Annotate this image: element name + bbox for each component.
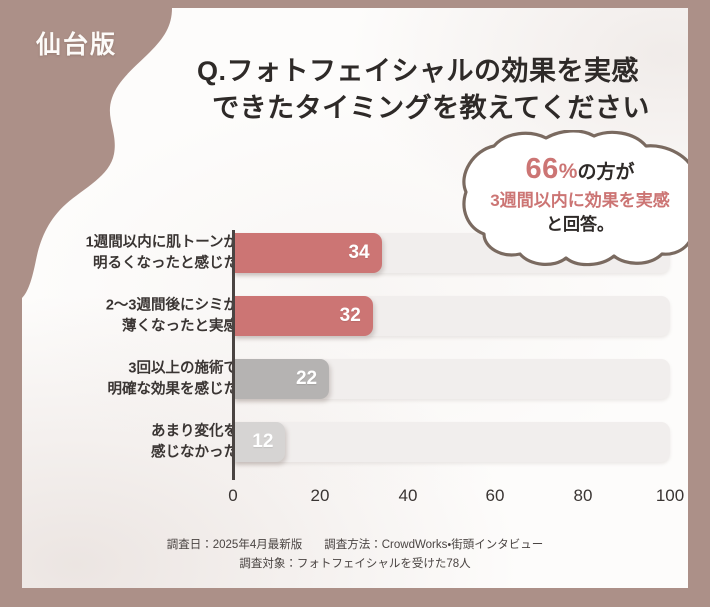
x-tick-4: 80 (573, 486, 593, 505)
poster-card: 仙台版 Q.フォトフェイシャルの効果を実感 できたタイミングを教えてください 6… (22, 8, 688, 588)
y-axis-line (232, 230, 235, 480)
title-line-1: Q.フォトフェイシャルの効果を実感 (196, 56, 639, 86)
bar-track-2: 22 (233, 359, 670, 399)
bar-value-0: 34 (348, 242, 370, 263)
title-line-2: できたタイミングを教えてください (212, 93, 650, 124)
x-axis-ticks: 0 20 40 60 80 100 (22, 486, 688, 512)
x-tick-2: 40 (398, 486, 418, 505)
bar-track-3: 12 (233, 422, 670, 462)
footer-line-1: 調査日：2025年4月最新版 調査方法：CrowdWorks・街頭インタビュー (22, 536, 688, 555)
table-row: 1週間以内に肌トーンが 明るくなったと感じた 34 (22, 226, 688, 280)
callout-line-1: 66%の方が (454, 150, 688, 188)
bar-label-0: 1週間以内に肌トーンが 明るくなったと感じた (85, 234, 238, 271)
bar-label-1: 2〜3週間後にシミが 薄くなったと実感 (105, 297, 238, 334)
callout-percent-sign: % (558, 160, 578, 183)
callout-bubble-shape (462, 130, 688, 267)
x-tick-3: 60 (485, 486, 505, 505)
bar-label-3: あまり変化を 感じなかった (151, 423, 238, 460)
bar-label-2: 3回以上の施術で 明確な効果を感じた (107, 360, 239, 397)
footer-notes: 調査日：2025年4月最新版 調査方法：CrowdWorks・街頭インタビュー 調… (22, 536, 688, 574)
bar-track-1: 32 (233, 296, 670, 336)
table-row: あまり変化を 感じなかった 12 (22, 415, 688, 469)
table-row: 2〜3週間後にシミが 薄くなったと実感 32 (22, 289, 688, 343)
callout-bubble: 66%の方が 3週間以内に効果を実感 と回答。 (454, 130, 688, 270)
survey-target: 調査対象：フォトフェイシャルを受けた78人 (239, 557, 471, 570)
bar-2: 22 (233, 359, 330, 399)
x-tick-5: 100 (655, 486, 685, 505)
bar-chart: 1週間以内に肌トーンが 明るくなったと感じた 34 2〜3週間後にシミが 薄くな… (22, 8, 688, 588)
x-tick-1: 20 (310, 486, 330, 505)
survey-date: 調査日：2025年4月最新版 (166, 539, 303, 551)
bar-3: 12 (233, 422, 286, 462)
page-title: Q.フォトフェイシャルの効果を実感 できたタイミングを教えてください (118, 53, 688, 128)
callout-text: 66%の方が 3週間以内に効果を実感 と回答。 (454, 150, 688, 236)
bar-1: 32 (233, 296, 373, 336)
bar-value-2: 22 (295, 368, 318, 389)
bar-value-3: 12 (252, 431, 274, 452)
bar-value-1: 32 (339, 305, 361, 326)
table-row: 3回以上の施術で 明確な効果を感じた 22 (22, 352, 688, 406)
callout-highlight-number: 66 (525, 153, 559, 185)
survey-method: 調査方法：CrowdWorks・街頭インタビュー (324, 539, 544, 551)
callout-line-2: 3週間以内に効果を実感 (490, 191, 670, 211)
x-tick-0: 0 (228, 486, 238, 505)
callout-after-text: の方が (577, 162, 635, 183)
callout-line-3: と回答。 (546, 214, 614, 234)
bar-track-0: 34 (233, 233, 670, 273)
footer-line-2: 調査対象：フォトフェイシャルを受けた78人 (22, 555, 688, 574)
region-badge: 仙台版 (36, 31, 118, 59)
bar-0: 34 (233, 233, 382, 273)
